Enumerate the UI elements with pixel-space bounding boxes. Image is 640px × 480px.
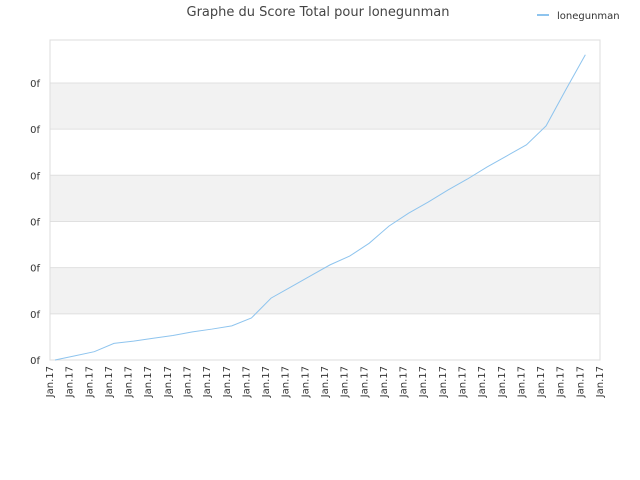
x-tick-label: Jan.17 xyxy=(340,366,351,398)
x-tick-label: Jan.17 xyxy=(575,366,586,398)
x-tick-label: Jan.17 xyxy=(202,366,213,398)
x-tick-label: Jan.17 xyxy=(359,366,370,398)
y-tick-label: 0f xyxy=(30,79,40,90)
band xyxy=(50,82,600,130)
x-tick-label: Jan.17 xyxy=(536,366,547,398)
x-tick-label: Jan.17 xyxy=(458,366,469,398)
y-tick-label: 0f xyxy=(30,171,40,182)
y-tick-label: 0f xyxy=(30,356,40,367)
x-tick-label: Jan.17 xyxy=(261,366,272,398)
band xyxy=(50,221,600,268)
x-tick-label: Jan.17 xyxy=(399,366,410,398)
x-tick-label: Jan.17 xyxy=(556,366,567,398)
x-tick-label: Jan.17 xyxy=(124,366,135,398)
x-tick-label: Jan.17 xyxy=(320,366,331,398)
band xyxy=(50,175,600,222)
x-tick-label: Jan.17 xyxy=(84,366,95,398)
band xyxy=(50,313,600,360)
x-tick-label: Jan.17 xyxy=(163,366,174,398)
x-tick-label: Jan.17 xyxy=(183,366,194,398)
x-tick-label: Jan.17 xyxy=(595,366,606,398)
band xyxy=(50,267,600,314)
x-tick-label: Jan.17 xyxy=(438,366,449,398)
y-tick-label: 0f xyxy=(30,310,40,321)
x-tick-label: Jan.17 xyxy=(104,366,115,398)
x-tick-label: Jan.17 xyxy=(418,366,429,398)
x-tick-label: Jan.17 xyxy=(143,366,154,398)
x-tick-label: Jan.17 xyxy=(477,366,488,398)
series-line xyxy=(54,54,586,361)
x-tick-label: Jan.17 xyxy=(281,366,292,398)
chart-title: Graphe du Score Total pour lonegunman xyxy=(187,5,450,20)
band xyxy=(50,129,600,176)
x-tick-label: Jan.17 xyxy=(222,366,233,398)
y-tick-label: 0f xyxy=(30,125,40,136)
x-tick-label: Jan.17 xyxy=(379,366,390,398)
x-tick-label: Jan.17 xyxy=(497,366,508,398)
x-tick-label: Jan.17 xyxy=(241,366,252,398)
x-tick-label: Jan.17 xyxy=(45,366,56,398)
legend-label: lonegunman xyxy=(557,11,620,22)
x-tick-label: Jan.17 xyxy=(516,366,527,398)
x-tick-label: Jan.17 xyxy=(65,366,76,398)
band xyxy=(50,40,600,83)
y-tick-label: 0f xyxy=(30,264,40,275)
x-tick-label: Jan.17 xyxy=(300,366,311,398)
plot-border xyxy=(49,39,601,361)
y-tick-label: 0f xyxy=(30,217,40,228)
